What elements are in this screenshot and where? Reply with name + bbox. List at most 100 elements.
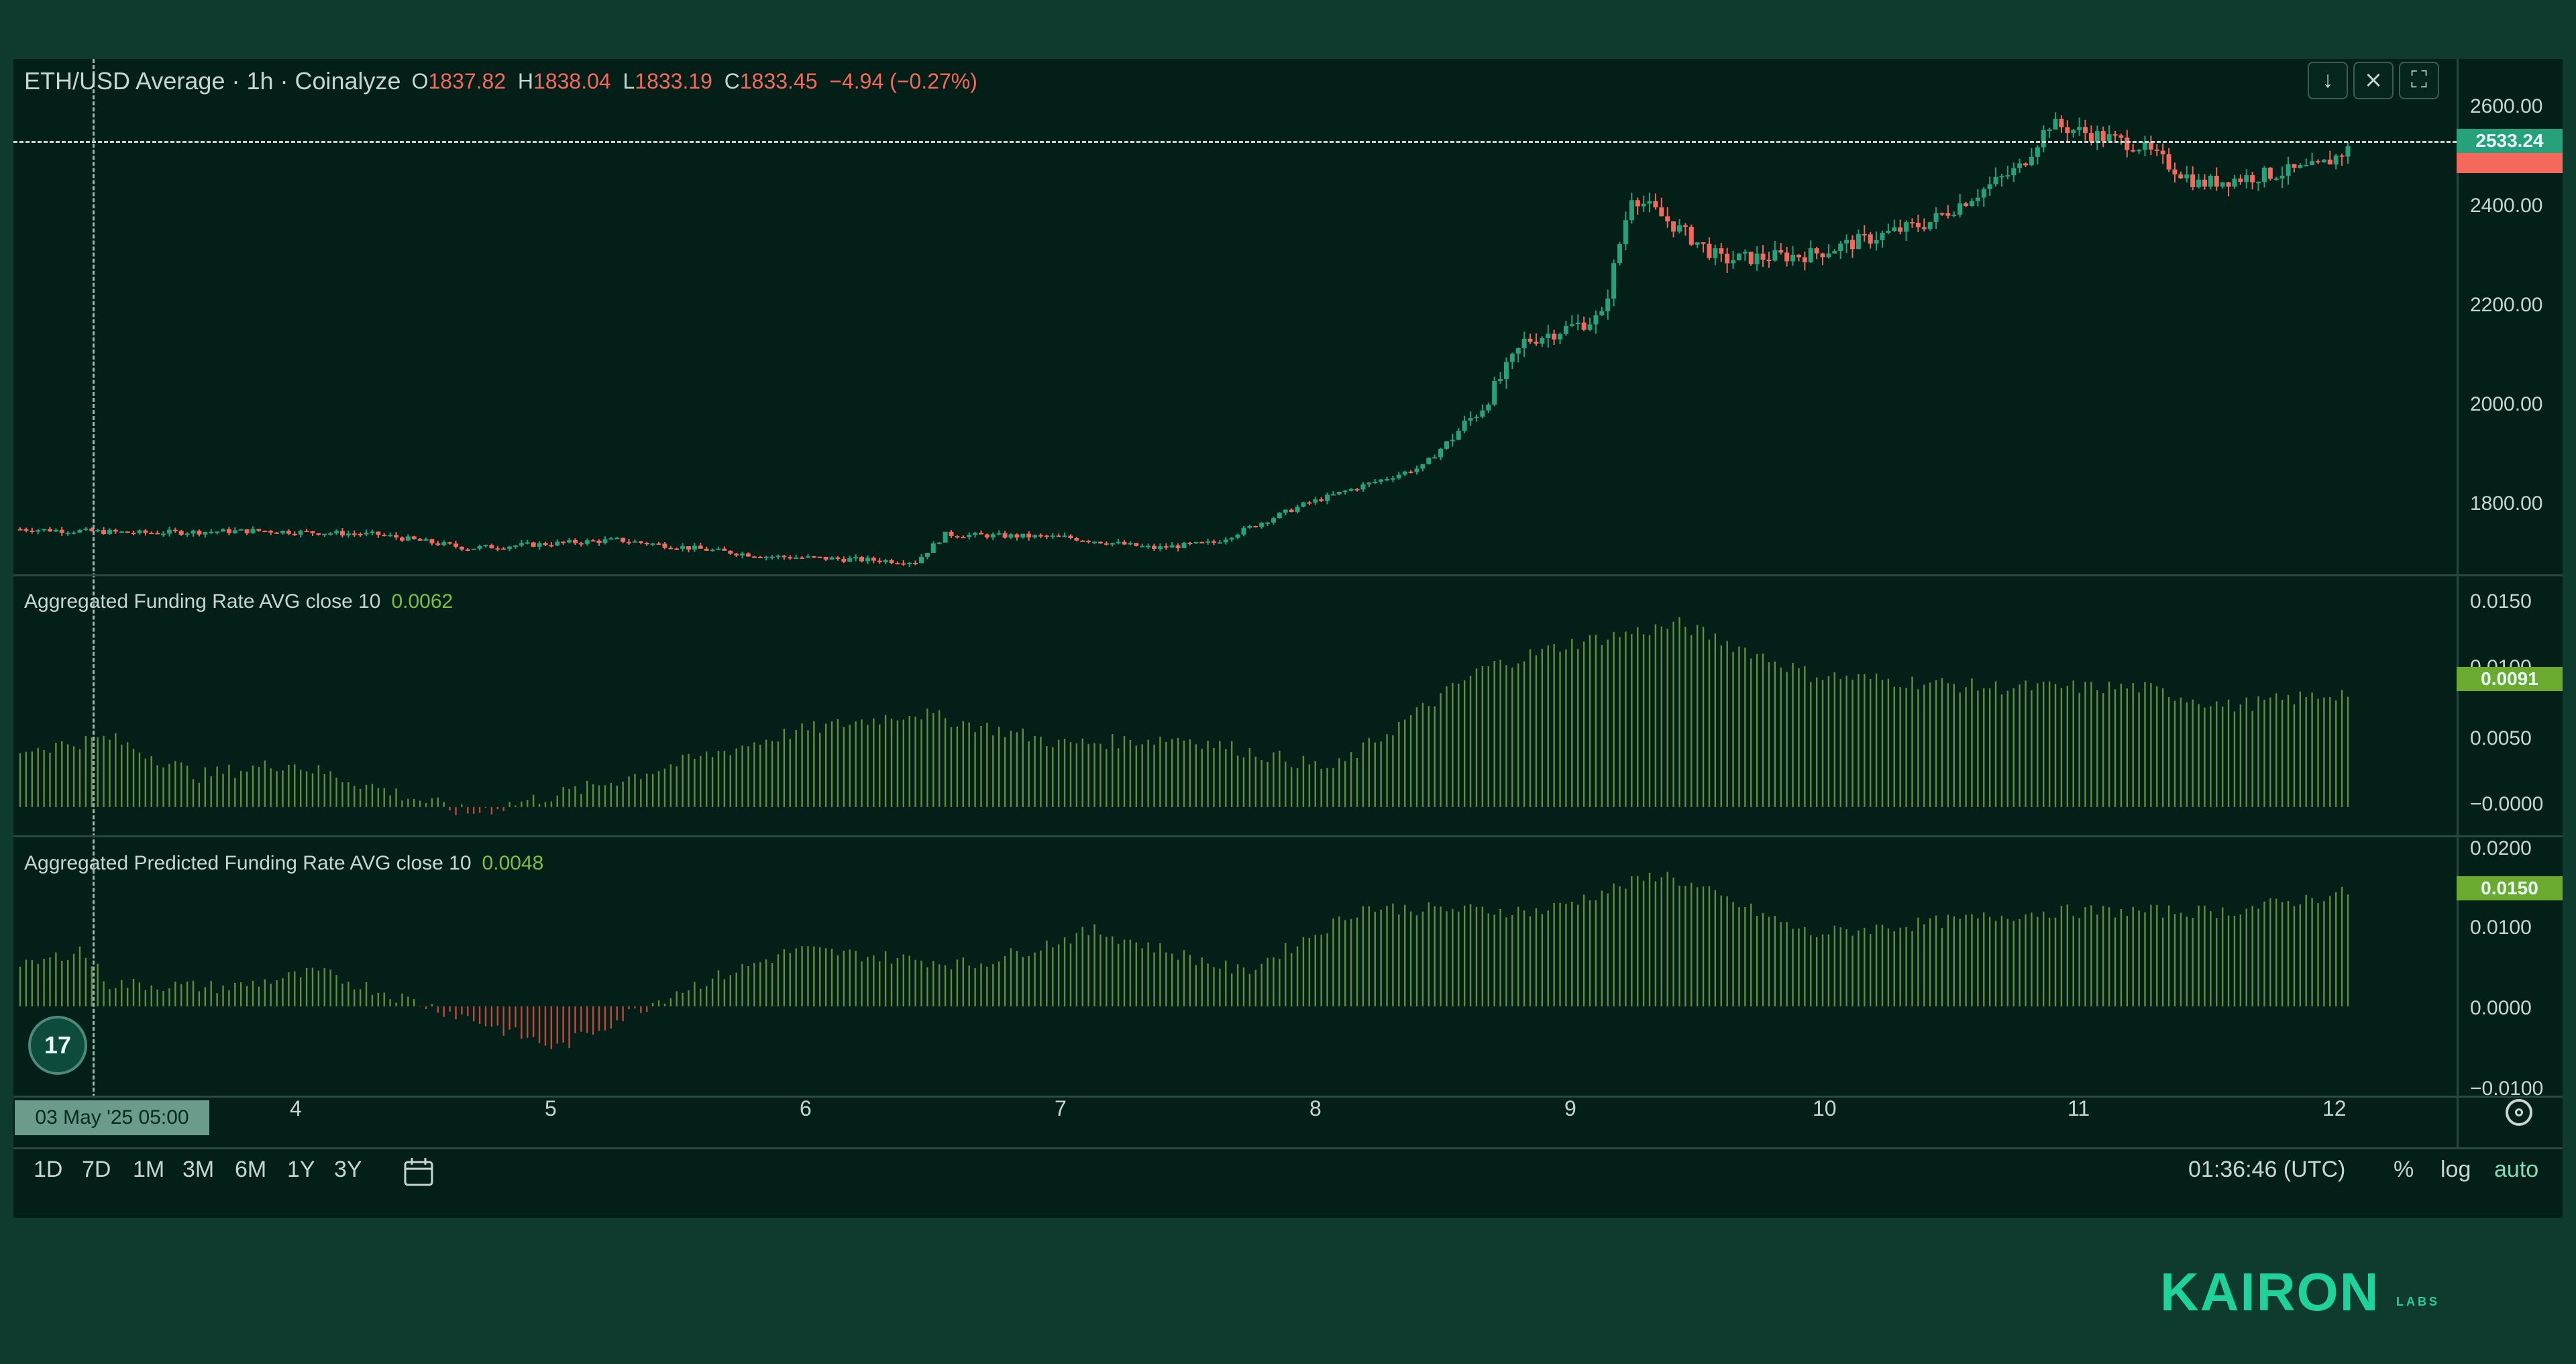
candle	[1086, 539, 1091, 544]
time-label: 9	[1564, 1096, 1576, 1120]
candle	[531, 541, 536, 547]
candle	[2250, 171, 2255, 190]
percent-toggle[interactable]: %	[2394, 1157, 2414, 1182]
candle	[2017, 158, 2023, 173]
candle	[36, 529, 41, 535]
candle	[358, 532, 363, 537]
candle	[1880, 230, 1885, 248]
funding-tick: 0.0050	[2470, 727, 2532, 749]
collapse-button[interactable]: ⨯	[2353, 62, 2394, 99]
candle	[1540, 336, 1545, 348]
log-toggle[interactable]: log	[2440, 1157, 2471, 1182]
candle	[370, 529, 375, 535]
range-1m-button[interactable]: 1M	[133, 1157, 165, 1182]
candle	[1038, 533, 1043, 539]
candle	[161, 531, 166, 537]
candle	[1456, 428, 1461, 441]
candle	[1850, 235, 1856, 258]
candle	[680, 543, 686, 552]
candle	[1653, 193, 1658, 210]
candle	[143, 529, 148, 536]
candle	[1020, 533, 1026, 539]
candle	[698, 542, 703, 549]
candle	[847, 556, 853, 562]
chart-window[interactable]: ETH/USD Average · 1h · Coinalyze O1837.8…	[13, 59, 2563, 1218]
candle	[2267, 167, 2273, 181]
candle	[1342, 489, 1348, 495]
candle	[1611, 259, 1617, 307]
candle	[388, 532, 393, 537]
candle	[256, 529, 262, 532]
candle	[745, 552, 751, 557]
candle	[1552, 329, 1557, 345]
candle	[596, 539, 602, 546]
candle	[47, 527, 52, 532]
candle	[495, 545, 500, 552]
candle	[775, 554, 781, 560]
range-1y-button[interactable]: 1Y	[287, 1157, 315, 1182]
utc-clock[interactable]: 01:36:46 (UTC)	[2188, 1157, 2346, 1182]
candle	[1080, 539, 1085, 542]
funding-title: Aggregated Funding Rate AVG close 10	[24, 590, 381, 613]
candle	[459, 546, 464, 552]
price-chart[interactable]	[13, 59, 2457, 576]
candle	[203, 531, 208, 538]
settings-gear-icon[interactable]	[2506, 1099, 2532, 1126]
fullscreen-button[interactable]: ⛶	[2399, 62, 2439, 99]
main-legend: ETH/USD Average · 1h · Coinalyze O1837.8…	[24, 67, 977, 95]
download-button[interactable]: ↓	[2308, 62, 2348, 99]
tradingview-logo[interactable]: 17	[28, 1016, 87, 1075]
candle	[411, 535, 417, 540]
high-label: H	[517, 68, 534, 93]
candle	[1379, 478, 1384, 485]
candle	[2047, 127, 2052, 138]
candle	[1014, 533, 1020, 541]
candle	[1635, 197, 1640, 215]
candle	[2279, 166, 2285, 189]
candle	[621, 537, 626, 543]
candle	[2261, 166, 2267, 188]
auto-toggle[interactable]: auto	[2494, 1157, 2539, 1182]
candle	[674, 547, 680, 550]
range-3y-button[interactable]: 3Y	[334, 1157, 362, 1182]
candle	[2256, 181, 2261, 191]
predicted-funding-rate-chart[interactable]	[13, 837, 2457, 1096]
candle	[1110, 542, 1115, 547]
candle	[23, 527, 29, 533]
candle	[1521, 331, 1527, 358]
candle	[668, 545, 674, 549]
candle	[1134, 542, 1139, 547]
candle	[728, 550, 733, 555]
candle	[1366, 482, 1372, 488]
candle	[1468, 411, 1473, 426]
pane-separator-2	[13, 835, 2563, 837]
candle	[1707, 237, 1712, 260]
range-3m-button[interactable]: 3M	[182, 1157, 215, 1182]
range-6m-button[interactable]: 6M	[235, 1157, 267, 1182]
candle	[549, 541, 554, 547]
candle	[1193, 541, 1199, 544]
funding-rate-chart[interactable]	[13, 577, 2457, 835]
candle	[71, 531, 76, 535]
date-range-button[interactable]	[402, 1157, 435, 1194]
candle	[1330, 490, 1336, 496]
range-7d-button[interactable]: 7D	[82, 1157, 111, 1182]
candle	[364, 529, 369, 537]
candle	[1527, 333, 1533, 344]
range-1d-button[interactable]: 1D	[34, 1157, 63, 1182]
candle	[1122, 539, 1127, 545]
candle	[65, 531, 70, 536]
candle	[1563, 321, 1568, 336]
candle	[1414, 465, 1419, 475]
crosshair-date-tag: 03 May '25 05:00	[15, 1100, 209, 1135]
candle	[2154, 144, 2159, 156]
time-label: 11	[2068, 1096, 2090, 1120]
candle	[1509, 352, 1515, 369]
price-tick: 2200.00	[2470, 294, 2543, 316]
candle	[2345, 142, 2351, 164]
candle	[1325, 492, 1330, 505]
candle	[1032, 534, 1038, 539]
candle	[1975, 189, 1980, 207]
candle	[829, 556, 835, 560]
candle	[1796, 254, 1801, 262]
